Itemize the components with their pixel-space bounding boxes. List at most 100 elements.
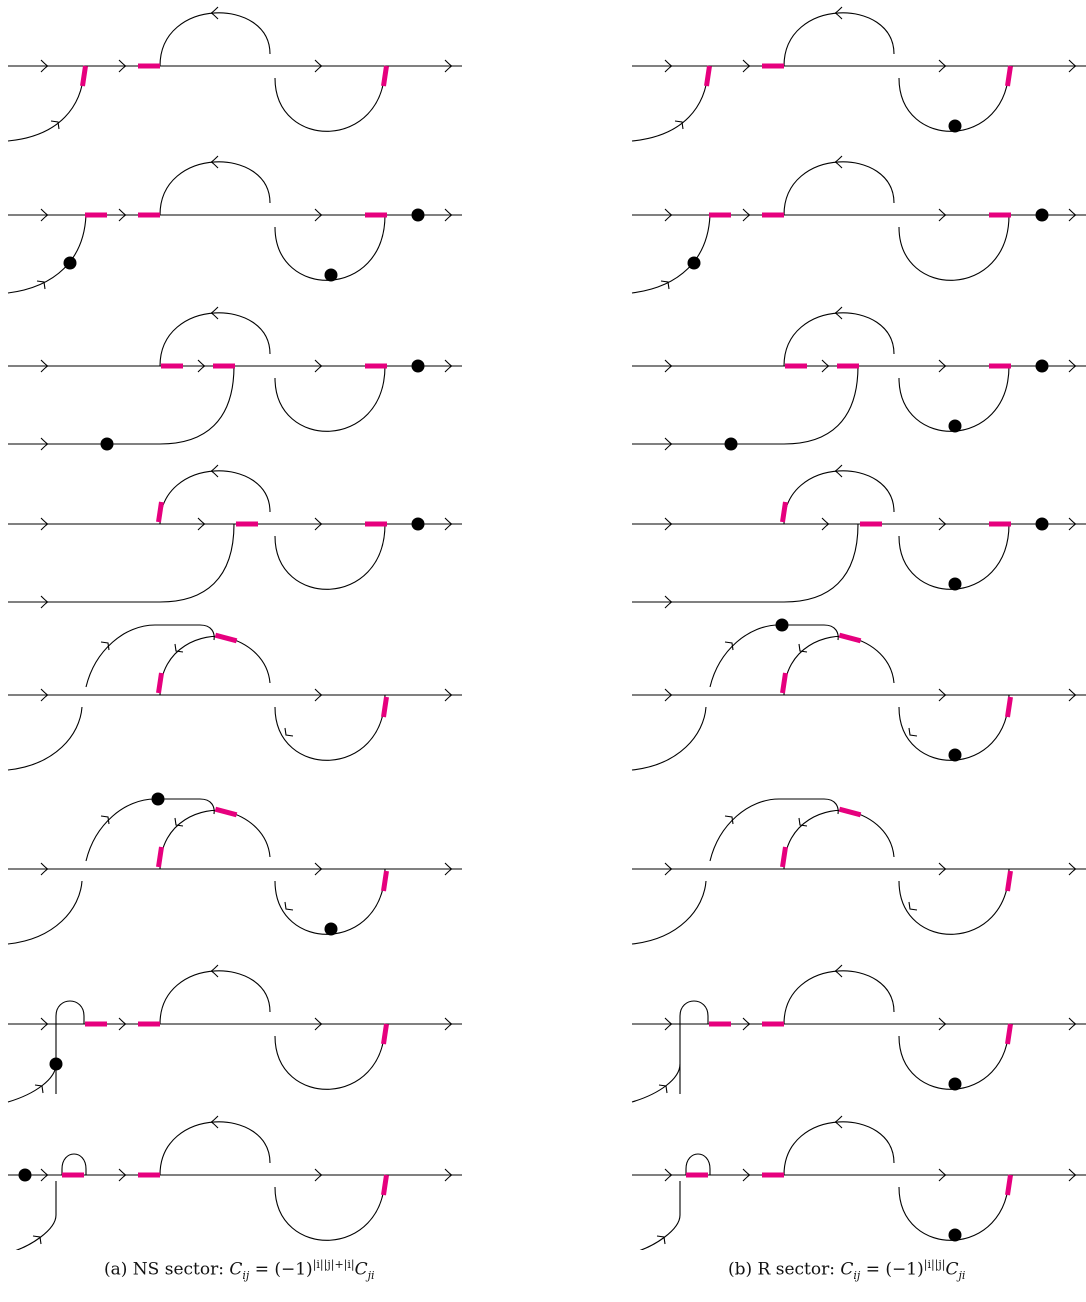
caption-ns-label: (a) NS sector: [104,1259,230,1280]
arrow-right [664,437,673,451]
arrow-upright [100,641,110,651]
arrow-right [664,517,673,531]
diagram-row [7,155,462,294]
inlet-curve [631,70,709,142]
marker [838,632,862,644]
marker [80,65,88,87]
caption-ns-exponent: |i||j|+|i| [312,1258,355,1271]
arrow-downleft [174,817,184,827]
caption-r-sector: (b) R sector: Cij = (−1)|i||j|Cji [728,1258,966,1283]
dot-sideStub [49,1057,63,1071]
arrow-right [314,1017,323,1031]
upper-arc [783,470,895,525]
arrow-downleft [174,643,184,653]
arrow-right [314,359,323,373]
dot-rightEnd [1035,517,1049,531]
lower-left-curve [7,706,83,771]
lower-arc [274,694,386,761]
lower-arc [274,523,386,590]
dot-rightEnd [1035,359,1049,373]
dot-inlet [63,256,77,270]
side-stub [61,1153,87,1175]
arrow-right [938,688,947,702]
arrow-right [314,517,323,531]
arrow-right [118,208,127,222]
inlet-curve [639,1181,681,1250]
arrow-upright [50,120,60,130]
arrow-downleft [798,643,808,653]
big-loop [709,624,839,688]
dot-lowerArc [324,268,338,282]
marker [381,65,389,87]
caption-r-label: (b) R sector: [728,1259,841,1280]
dot-leftEnd [18,1168,32,1182]
arrow-right [444,359,453,373]
arrow-right [1068,862,1077,876]
arrow-upright [724,641,734,651]
arrow-right [444,517,453,531]
arrow-right [40,59,49,73]
arrow-upright [36,280,46,290]
diagram-row [632,1115,1086,1250]
upper-arc [159,161,271,216]
lower-arc [274,1023,386,1090]
marker [381,1023,389,1045]
arrow-right [1068,688,1077,702]
inner-arc [159,635,271,696]
arrow-left [834,964,843,978]
dot-rightEnd [411,517,425,531]
marker [1005,696,1013,718]
arrow-right [40,862,49,876]
marker [1005,65,1013,87]
diagram-row [631,964,1086,1103]
upper-arc [159,1121,271,1176]
arrow-right [1068,59,1077,73]
arrow-right [40,517,49,531]
arrow-right [1068,1168,1077,1182]
dot-inlet [687,256,701,270]
dot-bigLoop [151,792,165,806]
arrow-downleft [908,901,918,911]
marker [780,672,788,694]
dot-lowerArc [948,1228,962,1242]
dot-lowerArc [324,922,338,936]
marker [214,632,238,644]
dot-lowerArc [948,748,962,762]
inlet-curve [7,70,85,142]
upper-arc [783,312,895,367]
lower-arc [898,868,1010,935]
arrow-downleft [798,817,808,827]
arrow-upright [674,120,684,130]
arrow-right [938,359,947,373]
arrow-right [938,517,947,531]
inlet-curve [7,214,87,294]
dot-bigLoop [775,618,789,632]
upper-arc [783,970,895,1025]
arrow-right [938,208,947,222]
arrow-right [938,1017,947,1031]
marker [838,806,862,818]
arrow-upright [32,1235,42,1245]
diagram-row [632,464,1086,609]
arrow-right [444,688,453,702]
arrow-right [314,688,323,702]
arrow-left [834,6,843,20]
lower-left-curve [7,880,83,945]
arrow-right [444,862,453,876]
side-stub [55,1000,85,1094]
arrow-right [314,1168,323,1182]
arrow-right [444,208,453,222]
marker [214,806,238,818]
arrow-left [210,464,219,478]
arrow-right [664,1017,673,1031]
bottom-line [8,523,235,603]
inlet-curve [7,1063,57,1103]
arrow-upright [100,815,110,825]
diagram-row [7,624,462,771]
upper-arc [159,312,271,367]
arrow-downleft [284,727,294,737]
arrow-right [1068,359,1077,373]
arrow-right [1068,517,1077,531]
arrow-right [664,595,673,609]
inlet-curve [15,1181,57,1250]
